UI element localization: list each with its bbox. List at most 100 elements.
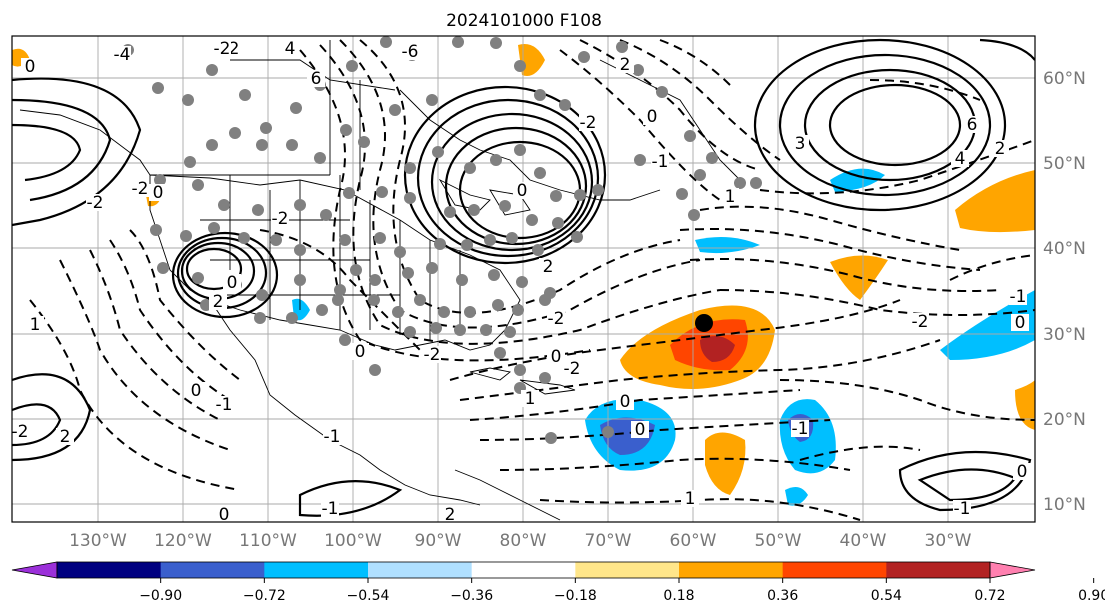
observation-dot xyxy=(488,269,500,281)
observation-dot xyxy=(426,94,438,106)
observation-dot xyxy=(154,174,166,186)
colorbar-tick-label: −0.36 xyxy=(450,588,493,604)
observation-dot xyxy=(402,267,414,279)
contour-label: 1 xyxy=(30,315,41,335)
observation-dot xyxy=(464,306,476,318)
contour-label-bg xyxy=(547,310,565,327)
colorbar-over-arrow xyxy=(989,561,1036,579)
observation-dot xyxy=(294,244,306,256)
observation-dot xyxy=(229,127,241,139)
observation-dot xyxy=(534,167,546,179)
longitude-tick-label: 100°W xyxy=(324,531,382,551)
observation-dot xyxy=(516,276,528,288)
contour-label: -2 xyxy=(580,113,597,133)
latitude-tick-label: 30°N xyxy=(1043,325,1086,345)
observation-dot xyxy=(468,204,480,216)
contour-label: -1 xyxy=(324,427,341,447)
observation-dot xyxy=(494,347,506,359)
contour-label: 1 xyxy=(685,489,696,509)
observation-dot xyxy=(339,234,351,246)
contour-label: -2 xyxy=(912,312,929,332)
contour-label-bg xyxy=(223,274,241,291)
contour-label: 0 xyxy=(551,347,562,367)
observation-dot xyxy=(512,304,524,316)
contour-label: 2 xyxy=(213,292,224,312)
colorbar: −0.90 −0.72 −0.54 −0.36 −0.18 0.18 0.36 0.54 0.7… xyxy=(11,561,1105,604)
contour-label-bg xyxy=(56,428,74,445)
contour-label: 6 xyxy=(967,115,978,135)
observation-dot xyxy=(539,372,551,384)
contour-label-bg xyxy=(791,420,809,437)
longitude-tick-label: 60°W xyxy=(670,531,717,551)
contour-label-bg xyxy=(86,194,104,211)
contour-label: 0 xyxy=(1015,313,1026,333)
contour-label-bg xyxy=(616,393,634,410)
contour-label-bg xyxy=(547,348,565,365)
colorbar-segment xyxy=(575,562,680,578)
observation-dot xyxy=(256,289,268,301)
observation-dot xyxy=(150,224,162,236)
contour-label-bg xyxy=(215,396,233,413)
contour-label-bg xyxy=(1009,288,1027,305)
observation-dot xyxy=(334,284,346,296)
observation-dot xyxy=(571,231,583,243)
contour-label: 2 xyxy=(229,39,240,59)
observation-dot xyxy=(260,122,272,134)
contour-label: -2 xyxy=(12,422,29,442)
longitude-tick-label: 110°W xyxy=(239,531,297,551)
contour-label-bg xyxy=(616,56,634,73)
observation-dot xyxy=(157,262,169,274)
latitude-tick-label: 20°N xyxy=(1043,410,1086,430)
observation-dot xyxy=(492,299,504,311)
observation-dot xyxy=(430,322,442,334)
observation-dot xyxy=(239,89,251,101)
contour-label-bg xyxy=(681,490,699,507)
contour-label: -2 xyxy=(87,193,104,213)
latitude-tick-label: 10°N xyxy=(1043,495,1086,515)
contour-label: -2 xyxy=(272,209,289,229)
observation-dot xyxy=(694,169,706,181)
colorbar-segment xyxy=(886,562,991,578)
observation-dot xyxy=(444,206,456,218)
longitude-tick-label: 130°W xyxy=(69,531,127,551)
colorbar-segment xyxy=(160,562,265,578)
contour-label-bg xyxy=(271,210,289,227)
contour-label-bg xyxy=(521,390,539,407)
colorbar-tick-label: −0.18 xyxy=(554,588,597,604)
contour-label: 0 xyxy=(517,181,528,201)
observation-dot xyxy=(252,204,264,216)
observation-dot xyxy=(499,200,511,212)
map-frame xyxy=(11,35,1036,523)
contour-label: 3 xyxy=(795,134,806,154)
contour-label: 0 xyxy=(1017,462,1028,482)
contour-label-bg xyxy=(791,135,809,152)
contour-label-bg xyxy=(721,188,739,205)
contour-label: 2 xyxy=(60,427,71,447)
observation-dot xyxy=(184,156,196,168)
colorbar-segment xyxy=(57,562,162,578)
contour-label-bg xyxy=(26,316,44,333)
dashed-contours xyxy=(29,39,1035,521)
contour-label: 2 xyxy=(620,55,631,75)
latitude-ticks: 60°N 50°N 40°N 30°N 20°N 10°N xyxy=(1043,69,1086,515)
observation-dot xyxy=(514,144,526,156)
contour-label-bg xyxy=(631,421,649,438)
observation-dot xyxy=(350,264,362,276)
colorbar-under-arrow xyxy=(11,561,58,579)
observation-dot xyxy=(574,189,586,201)
observation-dot xyxy=(206,139,218,151)
observation-dot xyxy=(254,312,266,324)
observation-dot xyxy=(454,324,466,336)
observation-dot xyxy=(369,274,381,286)
contour-label: -4 xyxy=(114,45,131,65)
observation-dot xyxy=(404,326,416,338)
contour-label: -2 xyxy=(564,359,581,379)
observation-dot xyxy=(534,89,546,101)
contour-label-bg xyxy=(307,70,325,87)
longitude-tick-label: 70°W xyxy=(585,531,632,551)
colorbar-tick-label: 0.90 xyxy=(1078,588,1105,604)
observation-dot xyxy=(514,364,526,376)
contour-label: 0 xyxy=(219,505,230,525)
contour-label-bg xyxy=(149,184,167,201)
observation-dot xyxy=(346,60,358,72)
